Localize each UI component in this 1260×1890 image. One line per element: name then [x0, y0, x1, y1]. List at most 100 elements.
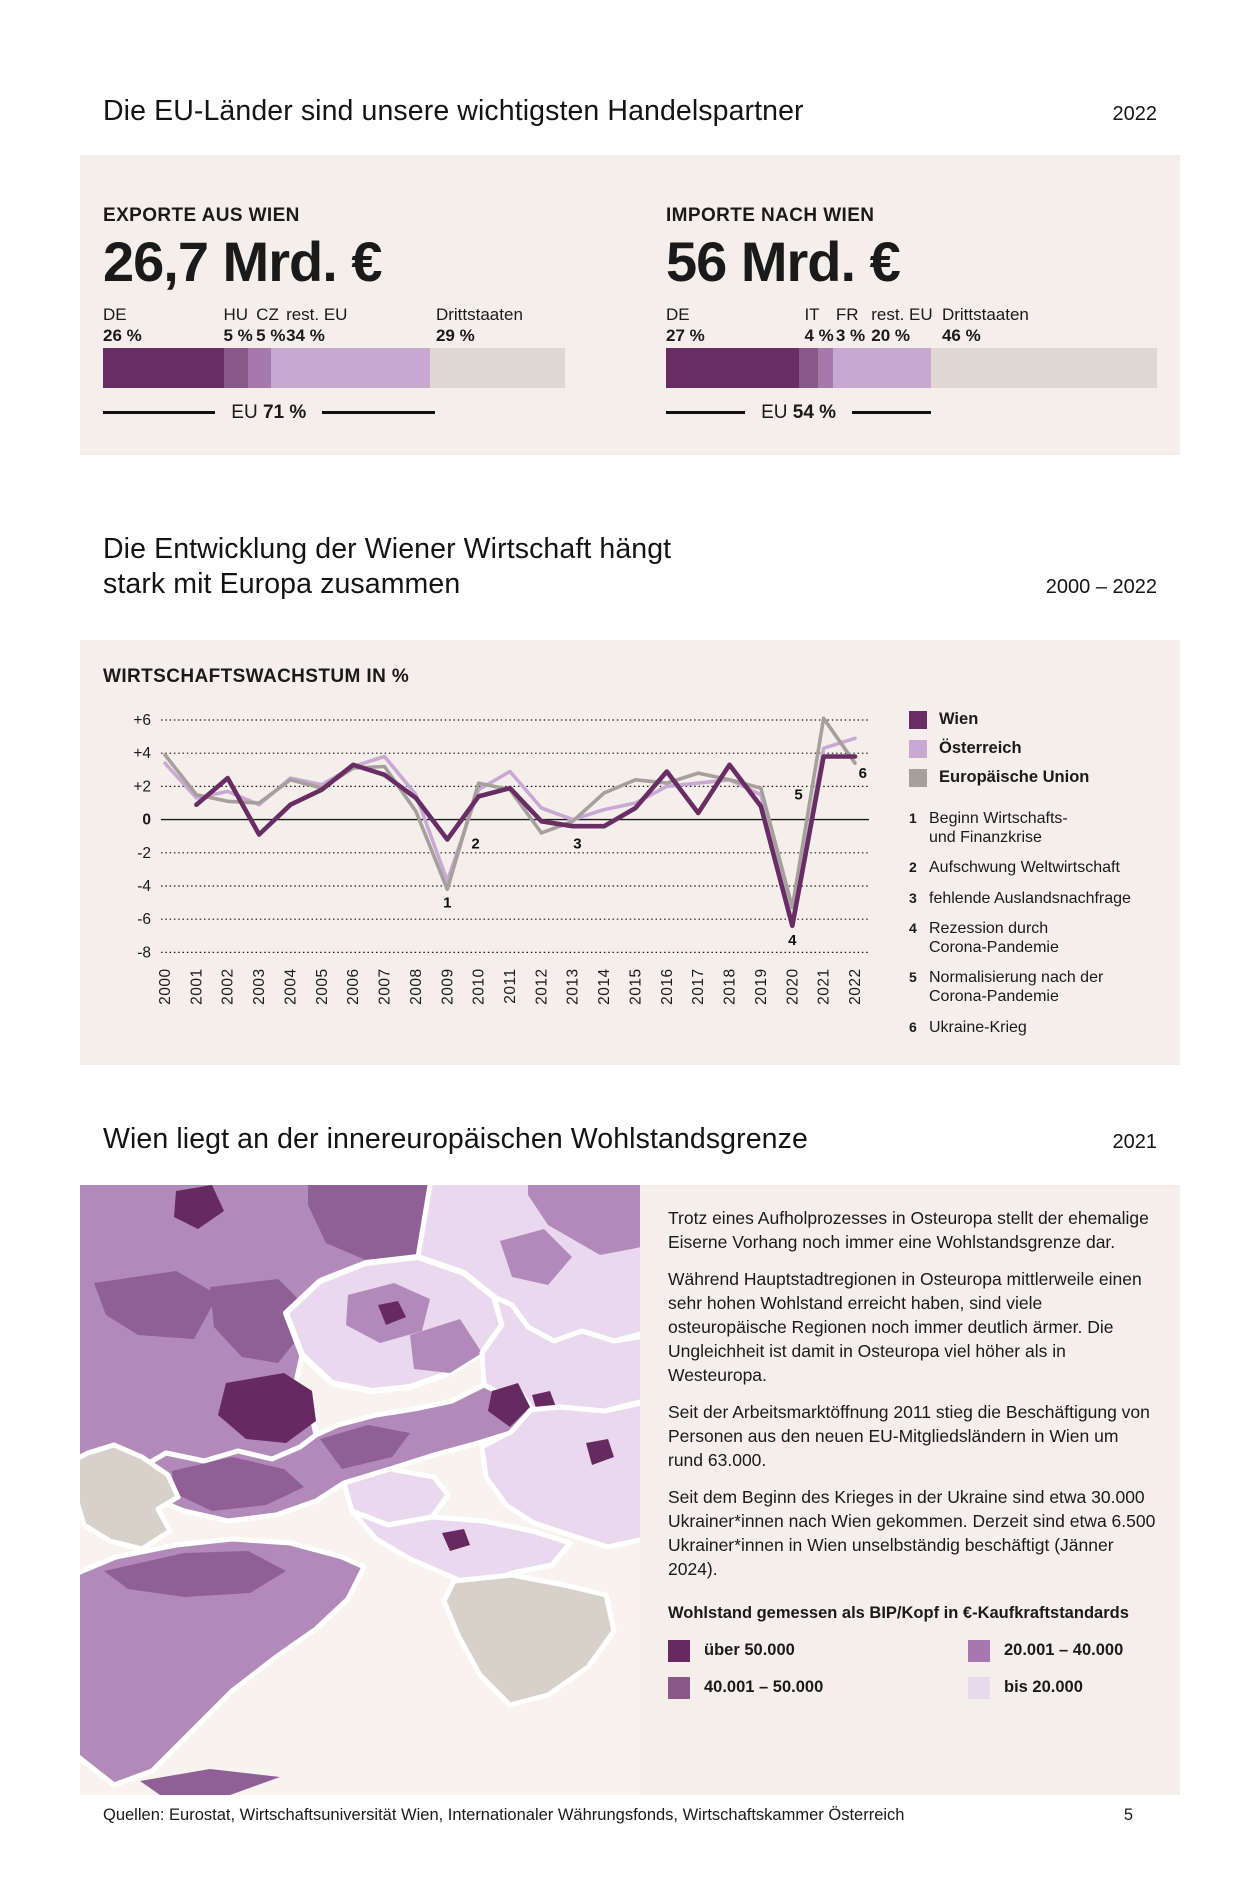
- map-paragraph: Während Hauptstadtregionen in Osteuropa …: [668, 1268, 1142, 1385]
- legend-label: Europäische Union: [939, 768, 1090, 786]
- map-subregion: [210, 1279, 306, 1363]
- y-axis-tick: -2: [137, 845, 151, 862]
- imports-bar-area: DE 27 % IT 4 % FR 3 % rest. EU 20 % Drittstaaten…: [666, 302, 1157, 428]
- map-subregion: [500, 1229, 572, 1285]
- segment-percent: 4 %: [804, 326, 834, 346]
- map-legend-title: Wohlstand gemessen als BIP/Kopf in €-Kau…: [668, 1603, 1129, 1622]
- x-axis-tick: 2005: [314, 968, 331, 1004]
- x-axis-tick: 2011: [502, 968, 519, 1003]
- x-axis-tick: 2021: [816, 968, 833, 1004]
- importe-segment-label: rest. EU 20 %: [871, 304, 932, 347]
- imports-eu-share: EU 54 %: [761, 402, 836, 424]
- importe-segment-de: [666, 347, 799, 388]
- map-city-prague: [378, 1301, 406, 1325]
- x-axis-tick: 2017: [690, 968, 707, 1004]
- segment-country-code: DE: [103, 304, 127, 324]
- growth-section-title: Die Entwicklung der Wiener Wirtschaft hä…: [103, 532, 671, 602]
- x-axis-tick: 2014: [596, 968, 613, 1004]
- eu-value: 54 %: [792, 401, 837, 423]
- segment-country-code: CZ: [256, 304, 279, 324]
- annotation-item: 2 Aufschwung Weltwirtschaft: [909, 858, 1157, 877]
- bracket-line: [666, 411, 746, 415]
- growth-panel: WIRTSCHAFTSWACHSTUM IN % +6 +4 +2 0 -2 -4 -6 -8…: [80, 640, 1180, 1065]
- map-legend-item: 40.001 – 50.000: [668, 1676, 968, 1699]
- map-legend-item: bis 20.000: [968, 1676, 1157, 1699]
- annotation-number: 3: [909, 889, 917, 906]
- map-subregion: [94, 1271, 218, 1339]
- legend-label: Österreich: [939, 739, 1022, 757]
- growth-title-line2: stark mit Europa zusammen: [103, 567, 461, 600]
- importe-segment-label: DE 27 %: [666, 304, 705, 347]
- segment-percent: 26 %: [103, 326, 142, 346]
- series-line-europäische-union: [163, 716, 857, 910]
- chart-annotation-marker: 5: [794, 787, 802, 804]
- map-text-column: Trotz eines Aufholprozesses in Osteuropa…: [668, 1207, 1157, 1699]
- x-axis-tick: 2008: [408, 968, 425, 1004]
- segment-percent: 20 %: [871, 326, 910, 346]
- map-section-year: 2021: [1112, 1130, 1158, 1153]
- legend-swatch: [909, 768, 927, 787]
- trade-panel: EXPORTE AUS WIEN 26,7 Mrd. € DE 26 % HU 5 %…: [80, 155, 1180, 455]
- segment-percent: 27 %: [666, 326, 705, 346]
- exporte-segment-de: [103, 347, 225, 388]
- bracket-line: [103, 411, 216, 415]
- annotation-item: 5 Normalisierung nach der Corona-Pandemie: [909, 968, 1157, 1006]
- exporte-segment-label: Drittstaaten 29 %: [436, 304, 523, 347]
- y-axis-tick: +4: [133, 745, 151, 762]
- x-axis-tick: 2013: [565, 968, 582, 1004]
- y-axis-tick: +6: [133, 712, 151, 729]
- map-panel: Trotz eines Aufholprozesses in Osteuropa…: [80, 1185, 1180, 1795]
- map-subregion-city: [218, 1373, 316, 1443]
- y-axis-tick: -4: [137, 878, 151, 895]
- map-city-zagreb: [442, 1529, 470, 1551]
- legend-label: Wien: [939, 710, 979, 728]
- imports-bar-labels: DE 27 % IT 4 % FR 3 % rest. EU 20 % Drittstaaten…: [666, 302, 1157, 348]
- annotation-number: 4: [909, 919, 917, 936]
- legend-swatch: [909, 739, 927, 758]
- map-legend-label: 20.001 – 40.000: [1004, 1641, 1124, 1660]
- y-axis-tick: -6: [137, 911, 151, 928]
- map-legend-label: bis 20.000: [1004, 1678, 1083, 1697]
- importe-segment-label: FR 3 %: [836, 304, 865, 347]
- trade-section-year: 2022: [1112, 102, 1158, 125]
- exports-block: EXPORTE AUS WIEN 26,7 Mrd. € DE 26 % HU 5 %…: [103, 155, 570, 455]
- map-section-title: Wien liegt an der innereuropäischen Wohl…: [103, 1123, 808, 1155]
- chart-annotation-list: 1 Beginn Wirtschafts-und Finanzkrise 2 Aufs…: [909, 809, 1157, 1037]
- annotation-number: 6: [909, 1018, 917, 1035]
- annotation-item: 6 Ukraine-Krieg: [909, 1018, 1157, 1037]
- x-axis-tick: 2015: [628, 968, 645, 1004]
- legend-item-österreich: Österreich: [909, 739, 1157, 758]
- trade-section-heading: Die EU-Länder sind unsere wichtigsten Ha…: [103, 94, 1157, 129]
- segment-percent: 5 %: [256, 326, 286, 346]
- growth-chart-title: WIRTSCHAFTSWACHSTUM IN %: [103, 666, 410, 687]
- exporte-segment-cz: [247, 347, 272, 388]
- annotation-number: 2: [909, 859, 917, 876]
- x-axis-tick: 2002: [220, 968, 237, 1004]
- map-legend-label: 40.001 – 50.000: [704, 1678, 824, 1697]
- importe-segment-fr: [818, 347, 833, 388]
- annotation-text: Ukraine-Krieg: [929, 1018, 1027, 1036]
- annotation-number: 5: [909, 969, 917, 986]
- importe-segment-label: Drittstaaten 46 %: [942, 304, 1029, 347]
- exporte-segment-drittstaaten: [429, 347, 566, 388]
- wirtschaftswachstum-line-chart: +6 +4 +2 0 -2 -4 -6 -8 2000 2001 2002 2003 2004 2005 2…: [133, 712, 869, 1005]
- map-legend-item: 20.001 – 40.000: [968, 1639, 1157, 1662]
- map-paragraph: Trotz eines Aufholprozesses in Osteuropa…: [668, 1208, 1149, 1252]
- sources-note: Quellen: Eurostat, Wirtschaftsuniversitä…: [103, 1806, 905, 1824]
- segment-country-code: rest. EU: [286, 304, 348, 324]
- bracket-line: [852, 411, 932, 415]
- x-axis-tick: 2001: [188, 968, 205, 1004]
- x-axis-tick: 2004: [283, 968, 300, 1004]
- growth-chart-sidebar: Wien Österreich Europäische Union 1 Beginn …: [883, 688, 1157, 1048]
- map-legend-label: über 50.000: [704, 1641, 795, 1660]
- map-legend-item: über 50.000: [668, 1639, 968, 1662]
- exports-eu-share: EU 71 %: [231, 402, 306, 424]
- growth-chart-body: +6 +4 +2 0 -2 -4 -6 -8 2000 2001 2002 2003 2004 2005 2…: [103, 688, 1157, 1048]
- annotation-text: Aufschwung Weltwirtschaft: [929, 859, 1120, 877]
- segment-percent: 29 %: [435, 326, 475, 346]
- exports-eu-bracket: EU 71 %: [103, 402, 435, 424]
- y-axis-tick: 0: [142, 812, 151, 829]
- imports-block: IMPORTE NACH WIEN 56 Mrd. € DE 27 % IT 4 % F…: [666, 155, 1157, 455]
- map-legend-swatch: [968, 1639, 990, 1662]
- segment-country-code: IT: [804, 304, 820, 324]
